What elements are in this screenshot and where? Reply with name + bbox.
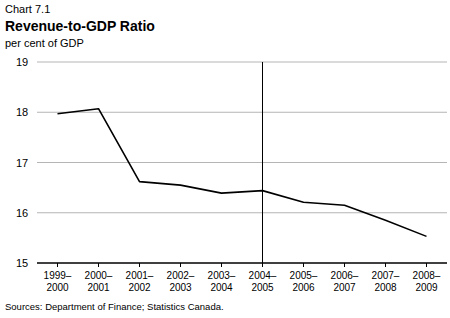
x-tick-label: 2000–2001 (85, 270, 113, 293)
x-tick-label: 2007–2008 (372, 270, 400, 293)
x-tick-label: 1999–2000 (44, 270, 72, 293)
x-tick (180, 263, 181, 267)
y-tick-label: 19 (16, 56, 28, 68)
y-tick-label: 18 (16, 106, 28, 118)
y-tick-label: 16 (16, 207, 28, 219)
x-tick (57, 263, 58, 267)
series-line (58, 109, 427, 237)
grid-line (37, 212, 447, 213)
y-tick-label: 17 (16, 157, 28, 169)
x-tick-label: 2003–2004 (208, 270, 236, 293)
y-axis-label: per cent of GDP (5, 37, 84, 49)
x-tick (303, 263, 304, 267)
title: Revenue-to-GDP Ratio (5, 18, 155, 34)
x-tick (98, 263, 99, 267)
grid-line (37, 62, 447, 63)
x-tick-label: 2002–2003 (167, 270, 195, 293)
x-tick (426, 263, 427, 267)
x-tick-label: 2004–2005 (249, 270, 277, 293)
x-tick (262, 263, 263, 267)
chart: Chart 7.1 Revenue-to-GDP Ratio per cent of… (0, 0, 450, 318)
x-tick-label: 2001–2002 (126, 270, 154, 293)
x-tick-label: 2006–2007 (331, 270, 359, 293)
grid-line (37, 112, 447, 113)
grid-line (37, 162, 447, 163)
plot-area (58, 62, 427, 263)
x-tick (221, 263, 222, 267)
source: Sources: Department of Finance; Statisti… (5, 301, 224, 312)
x-tick-label: 2005–2006 (290, 270, 318, 293)
figure-label: Chart 7.1 (5, 3, 50, 15)
x-tick (344, 263, 345, 267)
y-tick-label: 15 (16, 257, 28, 269)
x-tick-label: 2008–2009 (413, 270, 441, 293)
x-tick (385, 263, 386, 267)
annotation-line (262, 62, 263, 263)
x-tick (139, 263, 140, 267)
